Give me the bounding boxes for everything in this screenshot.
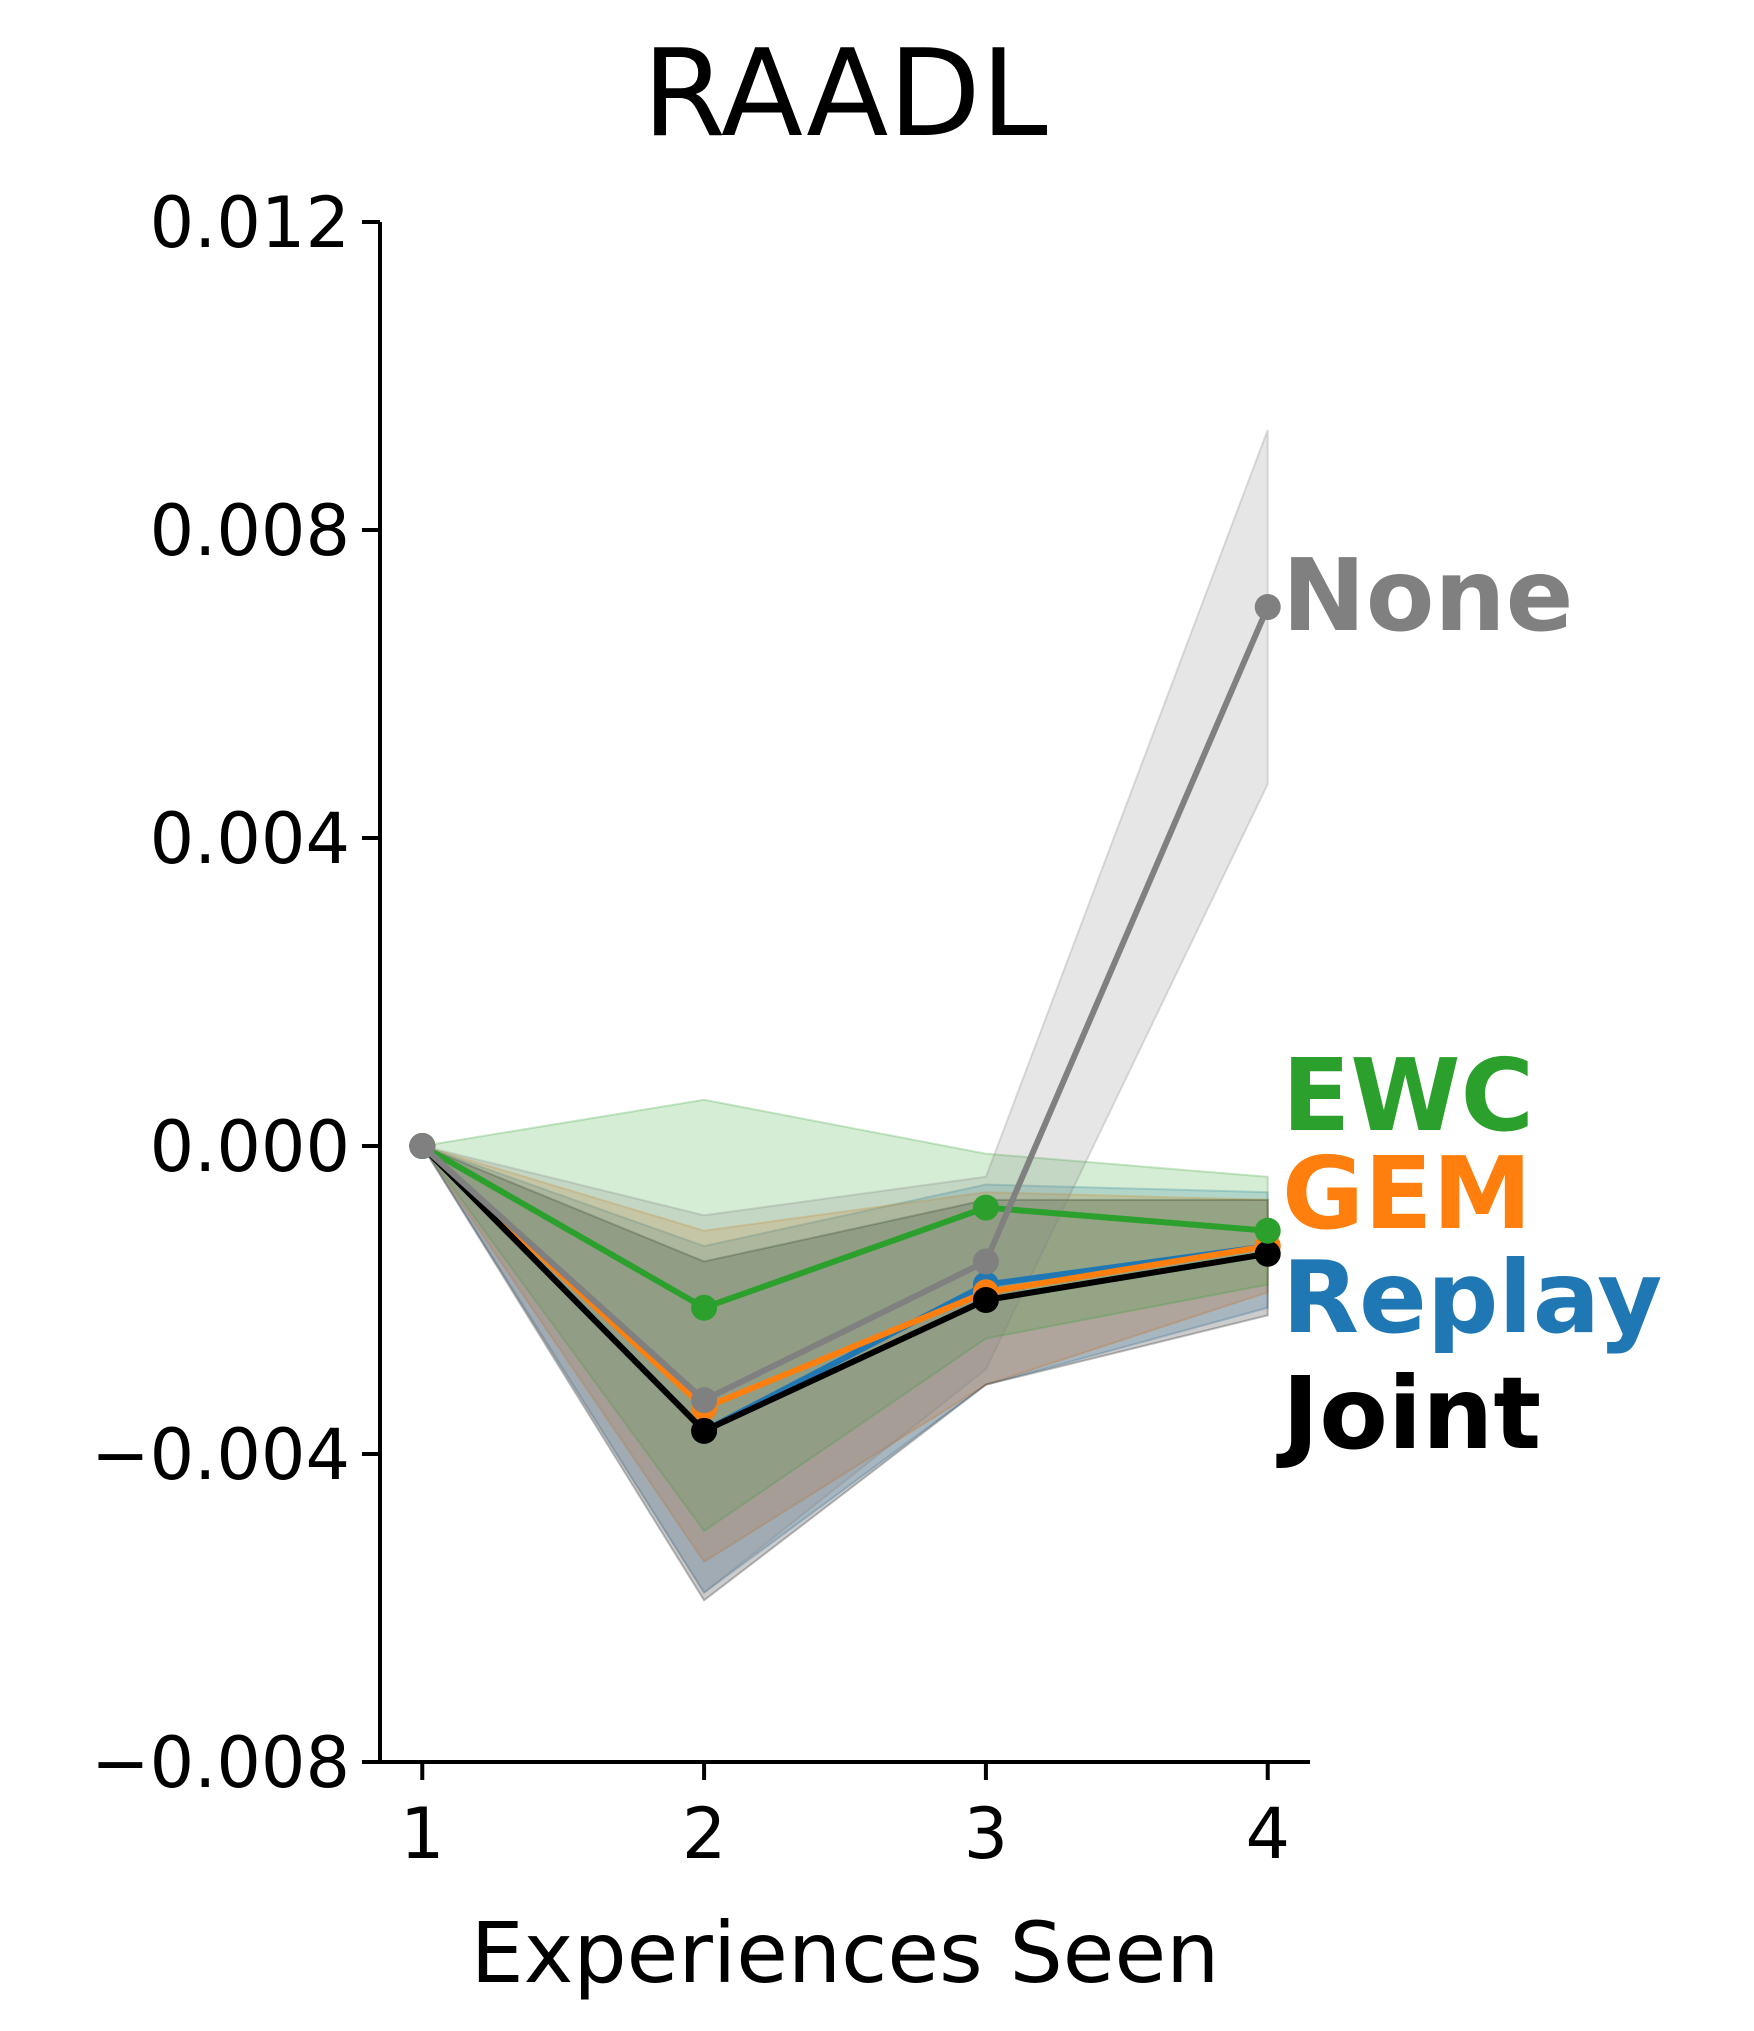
x-tick-label: 3 bbox=[964, 1793, 1009, 1875]
x-axis-label: Experiences Seen bbox=[471, 1904, 1220, 2002]
confidence-bands bbox=[419, 429, 1269, 1602]
data-point-joint bbox=[972, 1287, 999, 1313]
series-label-joint: Joint bbox=[1276, 1355, 1541, 1472]
series-line-ewc bbox=[420, 1143, 1268, 1311]
data-point-none bbox=[409, 1133, 436, 1159]
y-tick-label: −0.004 bbox=[91, 1414, 350, 1496]
y-tick-label: 0.008 bbox=[150, 490, 350, 572]
y-tick-label: 0.012 bbox=[150, 182, 350, 264]
series-label-gem: GEM bbox=[1282, 1135, 1532, 1252]
data-point-none bbox=[1254, 594, 1281, 620]
x-tick-label: 4 bbox=[1245, 1793, 1290, 1875]
data-point-none bbox=[972, 1248, 999, 1275]
series-line-none bbox=[420, 605, 1271, 1404]
confidence-band-none bbox=[420, 429, 1269, 1595]
series-lines bbox=[409, 594, 1281, 1444]
y-tick-label: 0.000 bbox=[150, 1106, 350, 1188]
data-point-ewc bbox=[1254, 1217, 1281, 1244]
x-tick-label: 2 bbox=[682, 1793, 727, 1875]
y-tick-label: −0.008 bbox=[91, 1722, 350, 1804]
series-line-joint bbox=[420, 1143, 1269, 1434]
data-point-joint bbox=[691, 1417, 718, 1444]
series-label-ewc: EWC bbox=[1282, 1037, 1534, 1154]
axes: −0.008 −0.004 0.000 0.004 0.008 0.012 1 2 3 4 bbox=[91, 182, 1310, 1875]
series-label-replay: Replay bbox=[1282, 1239, 1662, 1356]
y-tick-label: 0.004 bbox=[150, 798, 350, 880]
chart-title: RAADL bbox=[642, 25, 1047, 164]
data-point-none bbox=[691, 1387, 718, 1414]
x-tick-label: 1 bbox=[400, 1793, 445, 1875]
series-label-none: None bbox=[1282, 537, 1573, 654]
data-point-ewc bbox=[972, 1194, 999, 1221]
data-point-joint bbox=[1254, 1240, 1281, 1267]
data-point-ewc bbox=[691, 1294, 718, 1321]
